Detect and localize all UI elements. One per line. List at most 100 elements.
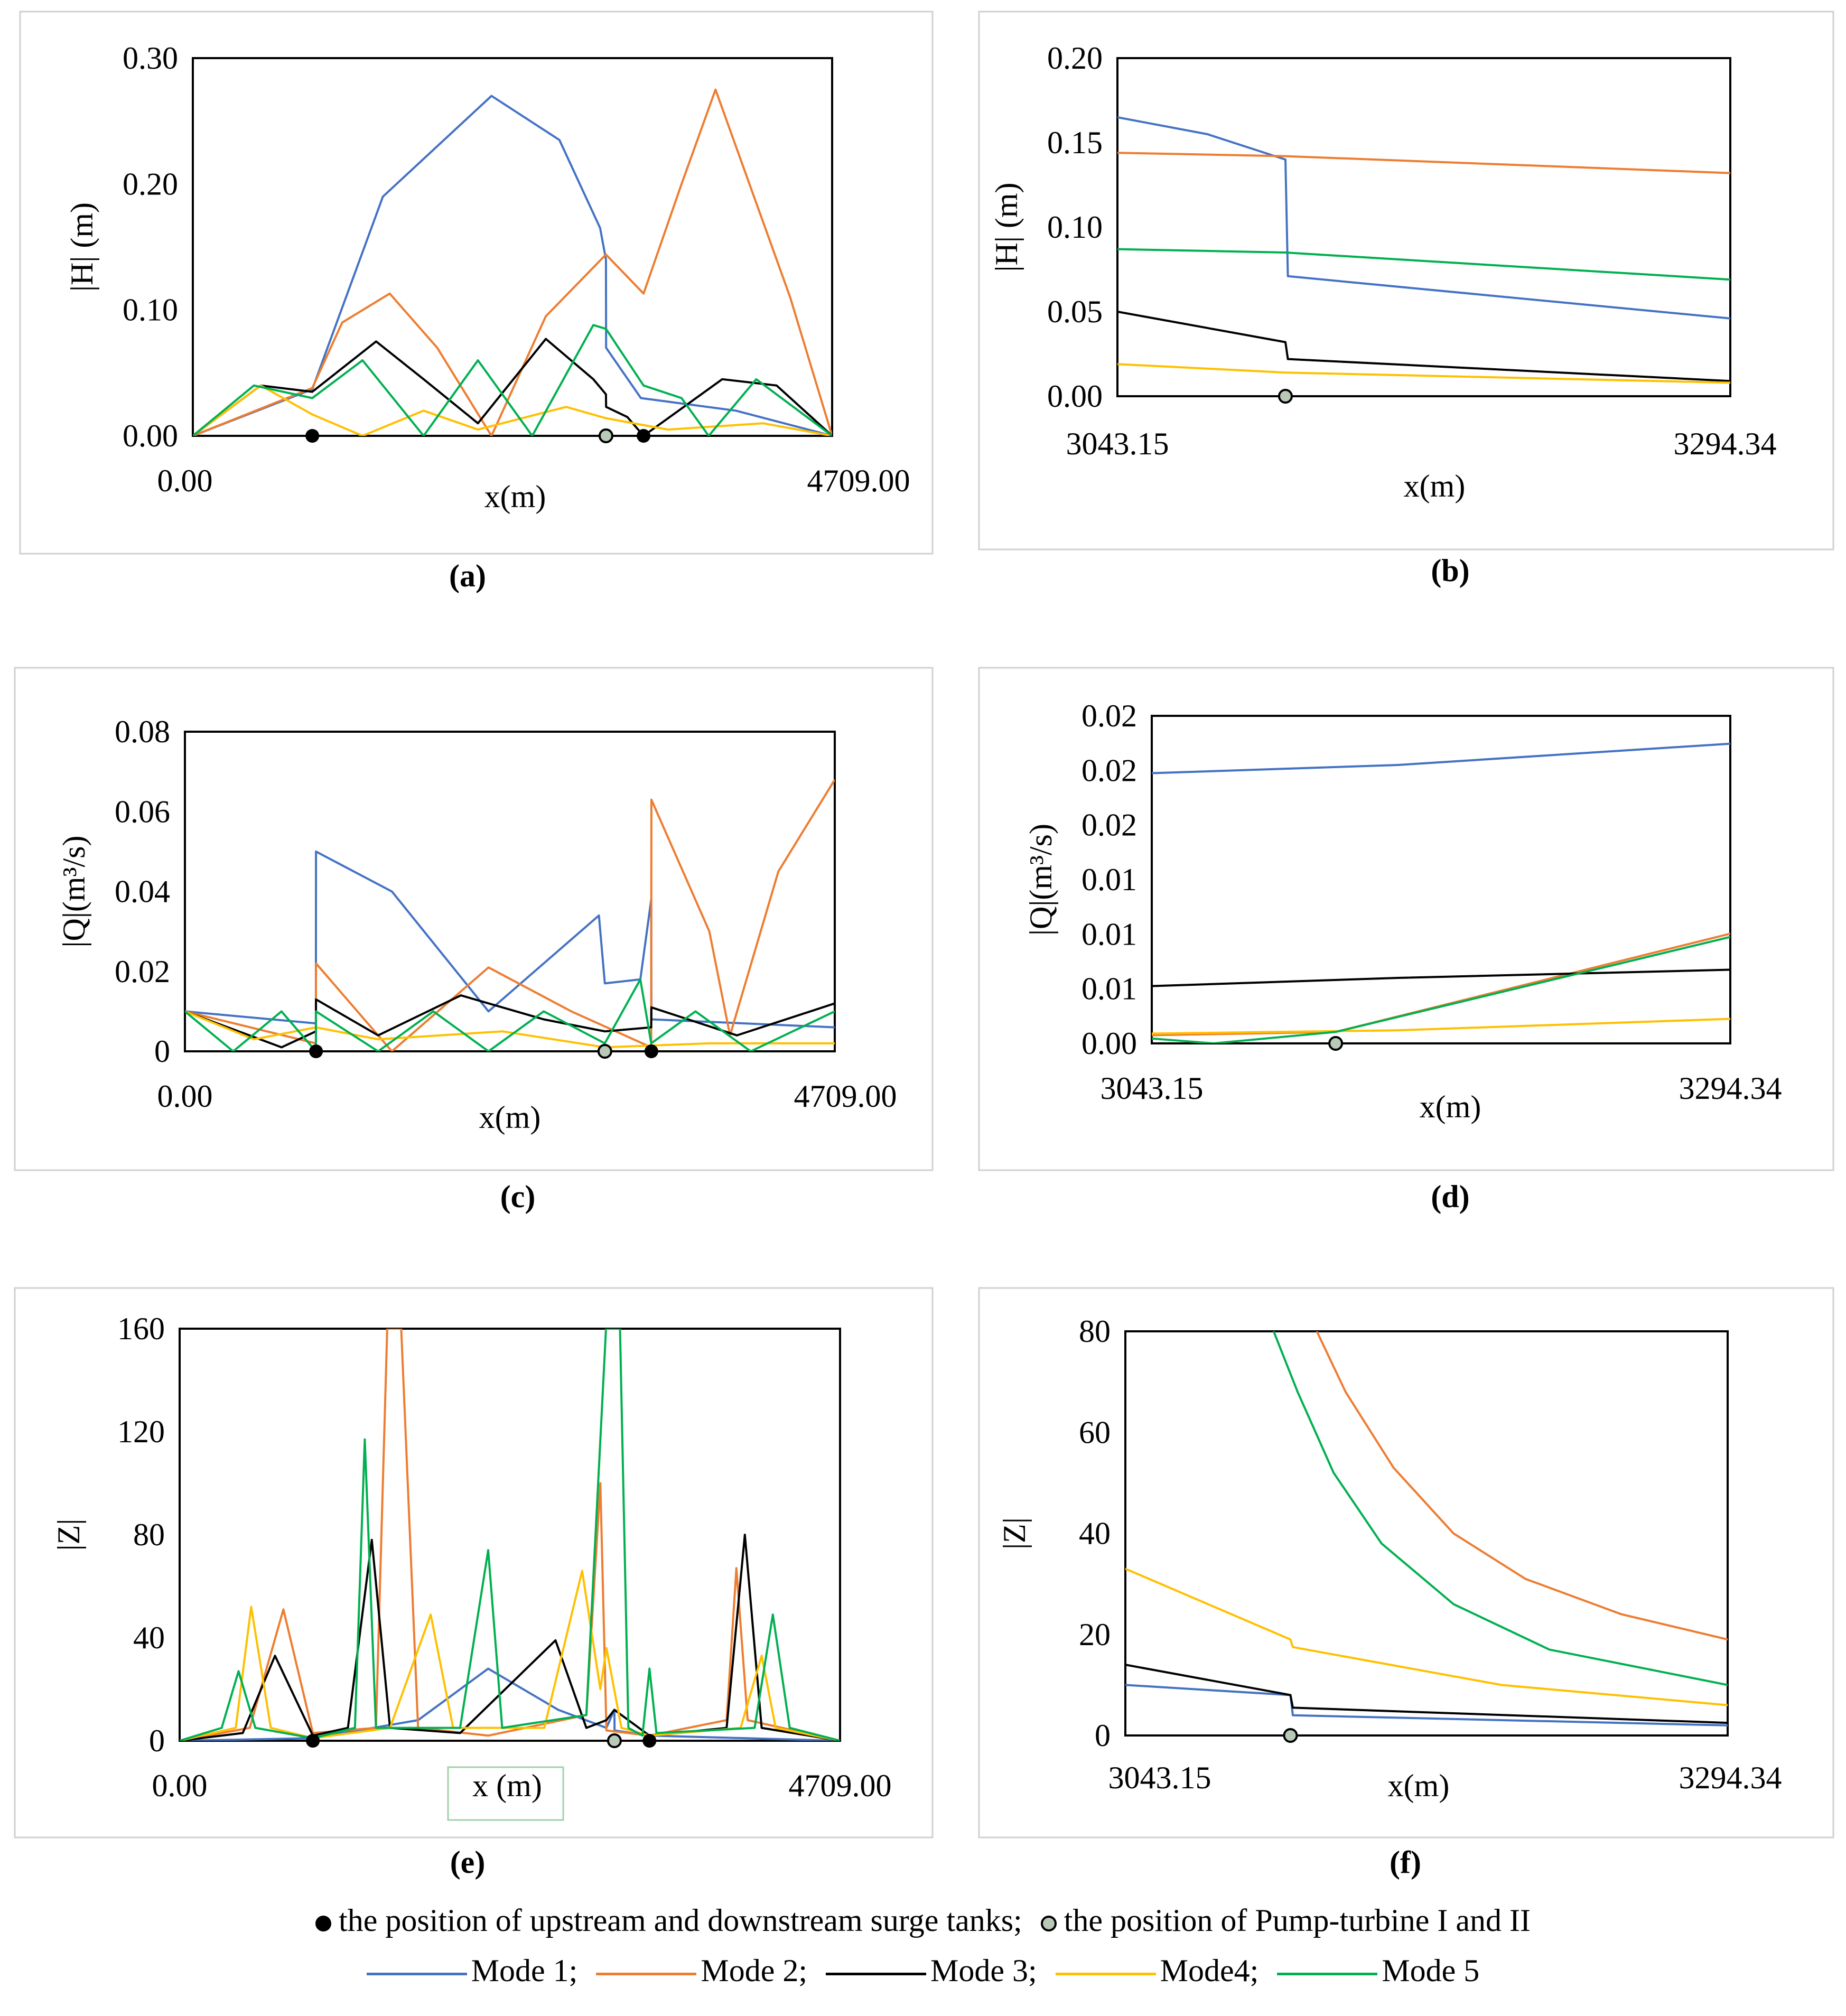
panel-d-caption: (d) (1431, 1179, 1469, 1214)
mode-4-line-icon (1055, 1972, 1156, 1975)
panel-d-frame (978, 667, 1834, 1171)
legend-pump-turbine-label: the position of Pump-turbine I and II (1064, 1903, 1531, 1938)
panel-a-series-mode-5 (193, 324, 832, 436)
marker-legend: the position of upstream and downstream … (0, 1899, 1846, 1942)
panel-a-series-mode-1 (193, 95, 832, 436)
panel-c-y-tick-label: 0 (154, 1034, 170, 1069)
panel-a-x-axis-label: x(m) (484, 479, 546, 514)
panel-b-series-mode-4 (1117, 363, 1730, 384)
legend-mode-3: Mode 3; (826, 1949, 1037, 1992)
panel-b-series-mode-5 (1117, 248, 1730, 281)
panel-f-series-group (1125, 1331, 1728, 1726)
panel-c-x-axis-label: x(m) (479, 1100, 541, 1135)
legend-mode-2: Mode 2; (596, 1949, 807, 1992)
panel-b-series-mode-1 (1117, 116, 1730, 320)
panel-d-y-tick-label: 0.02 (1082, 808, 1137, 843)
panel-b-series-mode-2 (1117, 152, 1730, 174)
panel-d-x-tick-label: 3043.15 (1101, 1071, 1204, 1106)
panel-f-x-tick-label: 3043.15 (1108, 1760, 1211, 1795)
panel-a-caption: (a) (449, 558, 486, 593)
panel-e-x-tick-label: 4709.00 (789, 1768, 892, 1803)
panel-b-y-tick-label: 0.15 (1047, 125, 1103, 160)
legend-mode-3-label: Mode 3; (930, 1953, 1037, 1988)
panel-a-series-mode-3 (193, 338, 832, 436)
panel-b-frame (978, 11, 1834, 550)
panel-d-series-group (1152, 742, 1730, 1043)
legend-mode-5: Mode 5 (1277, 1949, 1479, 1992)
panel-c-series-mode-3 (185, 994, 835, 1049)
legend-pump-turbine: the position of Pump-turbine I and II (1040, 1899, 1531, 1942)
panel-a-plot-area (192, 57, 833, 437)
panel-f-series-mode-3 (1125, 1664, 1728, 1724)
panel-e-y-axis-label: |Z| (51, 1519, 86, 1551)
panel-e-y-tick-label: 80 (133, 1517, 165, 1552)
panel-b-series-mode-3 (1117, 311, 1730, 382)
panel-e-series-mode-3 (180, 1534, 840, 1741)
panel-e-series-mode-4 (180, 1570, 840, 1741)
panel-c-frame (14, 667, 934, 1171)
panel-d-series-mode-1 (1152, 742, 1730, 774)
panel-c-pump-turbine-marker (597, 1044, 612, 1059)
panel-b-x-axis-label: x(m) (1404, 469, 1466, 503)
panel-d-series-mode-4 (1152, 1018, 1730, 1035)
panel-f-frame (978, 1287, 1834, 1838)
panel-a-surge-tank-marker (305, 429, 320, 443)
panel-f-y-axis-label: |Z| (997, 1517, 1032, 1550)
panel-a-y-tick-label: 0.20 (123, 166, 178, 201)
panel-b-series-group (1117, 116, 1730, 384)
panel-d-y-tick-label: 0.01 (1082, 862, 1137, 897)
panel-d-plot-area (1151, 715, 1731, 1044)
mode-3-line-icon (826, 1972, 926, 1975)
panel-d-y-tick-label: 0.02 (1082, 698, 1137, 733)
panel-f-y-tick-label: 20 (1079, 1617, 1111, 1652)
panel-e-surge-tank-marker (306, 1734, 320, 1748)
panel-f-series-mode-5 (1272, 1331, 1728, 1686)
panel-b-x-tick-label: 3294.34 (1674, 426, 1777, 461)
panel-b-plot-area (1116, 57, 1731, 397)
panel-f-y-tick-label: 0 (1095, 1718, 1111, 1753)
panel-c-x-tick-label: 4709.00 (794, 1079, 897, 1114)
panel-e-y-tick-label: 160 (117, 1311, 165, 1346)
panel-c-y-tick-label: 0.08 (115, 714, 170, 749)
panel-b-y-tick-label: 0.20 (1047, 41, 1103, 76)
panel-c-y-tick-label: 0.06 (115, 794, 170, 829)
panel-c-surge-tank-marker (644, 1044, 658, 1058)
panel-d-x-tick-label: 3294.34 (1679, 1071, 1782, 1106)
panel-c-series-mode-5 (185, 978, 835, 1051)
panel-e-series-mode-5 (180, 1329, 840, 1741)
panel-a-series-group (193, 88, 832, 436)
panel-a-series-mode-4 (193, 384, 832, 436)
panel-e-frame (14, 1287, 934, 1838)
legend-mode-1-label: Mode 1; (471, 1953, 578, 1988)
panel-f-y-tick-label: 40 (1079, 1516, 1111, 1551)
panel-e-plot-area (179, 1328, 841, 1742)
panel-e-x-tick-label: 0.00 (152, 1768, 208, 1803)
panel-f-y-tick-label: 60 (1079, 1415, 1111, 1450)
panel-f-x-tick-label: 3294.34 (1679, 1760, 1782, 1795)
panel-b-y-axis-label: |H| (m) (989, 183, 1024, 272)
legend-mode-5-label: Mode 5 (1382, 1953, 1480, 1988)
mode-2-line-icon (596, 1972, 697, 1975)
panel-b-y-tick-label: 0.10 (1047, 210, 1103, 245)
panel-c-y-tick-label: 0.02 (115, 954, 170, 989)
panel-e-x-axis-label: x (m) (472, 1768, 542, 1803)
panel-e-y-tick-label: 120 (117, 1414, 165, 1449)
panel-e-y-tick-label: 0 (149, 1723, 165, 1758)
mode-legend: Mode 1; Mode 2; Mode 3; Mode4; Mode 5 (0, 1949, 1846, 1992)
panel-e-pump-turbine-marker (607, 1733, 622, 1748)
pump-turbine-dot-icon (1040, 1916, 1057, 1932)
panel-d-y-tick-label: 0.01 (1082, 917, 1137, 951)
panel-d-y-tick-label: 0.02 (1082, 753, 1137, 788)
panel-a-frame (19, 11, 934, 555)
panel-c-caption: (c) (500, 1179, 536, 1214)
panel-d-y-axis-label: |Q|(m³/s) (1023, 824, 1058, 936)
panel-e-surge-tank-marker (642, 1734, 657, 1748)
panel-f-series-mode-4 (1125, 1567, 1728, 1706)
panel-a-x-tick-label: 4709.00 (807, 463, 910, 498)
panel-f-caption: (f) (1390, 1845, 1421, 1880)
panel-e-x-axis-label-highlight (447, 1766, 564, 1821)
panel-f-x-axis-label: x(m) (1388, 1768, 1450, 1803)
panel-a-y-tick-label: 0.10 (123, 293, 178, 328)
mode-1-line-icon (366, 1972, 467, 1975)
panel-c-series-mode-2 (185, 779, 835, 1051)
